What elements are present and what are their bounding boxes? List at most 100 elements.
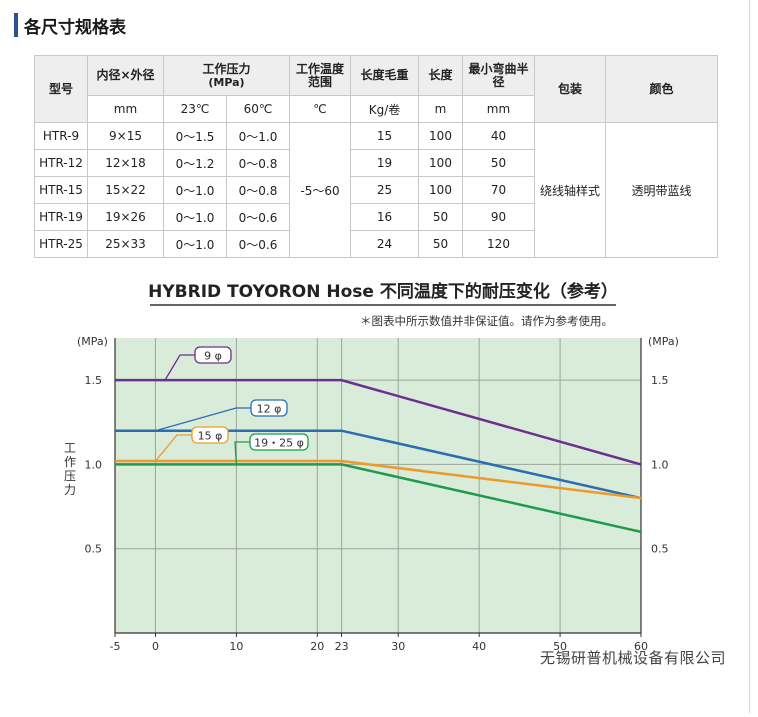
cell-length: 50	[418, 203, 463, 231]
cell-size: 15×22	[87, 176, 164, 204]
y-unit-left: (MPa)	[77, 335, 108, 348]
unit-p60: 60℃	[226, 95, 290, 123]
cell-bend: 90	[462, 203, 535, 231]
header-pressure: 工作压力 (MPa)	[163, 55, 290, 96]
cell-bend: 50	[462, 149, 535, 177]
y-axis-label-char: 压	[64, 469, 76, 483]
section-heading: 各尺寸规格表	[14, 12, 126, 38]
unit-temp: ℃	[289, 95, 351, 123]
y-tick-label-left: 1.0	[85, 458, 103, 471]
cell-size: 12×18	[87, 149, 164, 177]
cell-p23: 0～1.5	[163, 122, 227, 150]
series-callout-box	[250, 399, 288, 417]
x-tick-label: 10	[229, 640, 243, 653]
x-tick-label: 20	[310, 640, 324, 653]
cell-model: HTR-25	[34, 230, 88, 258]
unit-diameter: mm	[87, 95, 164, 123]
header-min-bend: 最小弯曲半径	[462, 55, 535, 96]
table-row: HTR-25 25×33 0～1.0 0～0.6 24 50 120	[34, 230, 718, 258]
cell-weight: 19	[350, 149, 419, 177]
cell-p60: 0～0.8	[226, 149, 290, 177]
series-line	[115, 463, 642, 534]
table-row: HTR-15 15×22 0～1.0 0～0.8 25 100 70	[34, 176, 718, 204]
cell-weight: 15	[350, 122, 419, 150]
x-tick-label: 23	[335, 640, 349, 653]
cell-p23: 0～1.0	[163, 230, 227, 258]
series-line	[115, 378, 642, 466]
unit-bend: mm	[462, 95, 535, 123]
x-tick-label: 50	[553, 640, 567, 653]
cell-length: 100	[418, 176, 463, 204]
cell-model: HTR-15	[34, 176, 88, 204]
cell-p23: 0～1.0	[163, 176, 227, 204]
header-length-weight: 长度毛重	[350, 55, 419, 96]
cell-bend: 70	[462, 176, 535, 204]
cell-size: 25×33	[87, 230, 164, 258]
unit-length: m	[418, 95, 463, 123]
y-tick-label-right: 0.5	[651, 543, 669, 556]
pressure-chart: HYBRID TOYORON Hose 不同温度下的耐压变化（参考） ＊图表中所…	[0, 270, 758, 713]
series-callout-leader	[155, 407, 251, 432]
y-tick-label-left: 1.5	[85, 374, 103, 387]
header-pressure-unit: (MPa)	[208, 75, 245, 89]
series-callout-box	[194, 346, 232, 364]
plot-area: -5 0 10 20 23 30 40 50 60 1.5 1.5 1.0 1.0 0.5 0.5 工作压力 9…	[64, 338, 669, 653]
y-axis-label-char: 作	[64, 455, 76, 469]
unit-p23: 23℃	[163, 95, 227, 123]
header-model: 型号	[34, 55, 88, 123]
series-label: 15 φ	[198, 430, 223, 443]
header-diameter: 内径×外径	[87, 55, 164, 96]
series-label: 19・25 φ	[254, 437, 304, 450]
series-label: 9 φ	[204, 350, 222, 363]
plot-background	[115, 338, 641, 633]
heading-accent-bar	[14, 13, 18, 37]
header-temp-range-label: 工作温度范围	[295, 61, 344, 89]
spec-table: 型号 内径×外径 工作压力 (MPa) 工作温度范围 长度毛重 长度 最小弯曲半…	[34, 55, 718, 258]
header-package: 包装	[534, 55, 606, 123]
series-label: 12 φ	[257, 403, 282, 416]
x-tick-label: -5	[110, 640, 121, 653]
header-pressure-label: 工作压力	[202, 61, 251, 76]
cell-weight: 24	[350, 230, 419, 258]
cell-p60: 0～0.6	[226, 230, 290, 258]
cell-p23: 0～1.2	[163, 149, 227, 177]
unit-weight: Kg/卷	[350, 95, 419, 123]
cell-length: 50	[418, 230, 463, 258]
cell-temp-range: -5～60	[289, 122, 351, 258]
cell-length: 100	[418, 122, 463, 150]
y-axis-label-char: 工	[64, 441, 76, 455]
table-row: HTR-9 9×15 0～1.5 0～1.0 -5～60 15 100 40 绕…	[34, 122, 718, 258]
frame-border	[749, 0, 750, 713]
x-tick-label: 30	[391, 640, 405, 653]
y-unit-right: (MPa)	[648, 335, 679, 348]
cell-bend: 120	[462, 230, 535, 258]
y-tick-label-right: 1.5	[651, 374, 669, 387]
series-line	[115, 459, 642, 500]
cell-size: 9×15	[87, 122, 164, 150]
header-temp-range: 工作温度范围	[289, 55, 351, 96]
y-tick-label-left: 0.5	[85, 543, 103, 556]
cell-color: 透明带蓝线	[605, 122, 718, 258]
cell-weight: 25	[350, 176, 419, 204]
cell-p23: 0～1.0	[163, 203, 227, 231]
chart-title: HYBRID TOYORON Hose 不同温度下的耐压变化（参考）	[148, 281, 618, 302]
section-title: 各尺寸规格表	[24, 17, 126, 38]
series-line	[115, 429, 642, 500]
cell-model: HTR-19	[34, 203, 88, 231]
cell-size: 19×26	[87, 203, 164, 231]
table-row: HTR-12 12×18 0～1.2 0～0.8 19 100 50	[34, 149, 718, 177]
header-color: 颜色	[605, 55, 718, 123]
company-watermark: 无锡研普机械设备有限公司	[540, 649, 727, 667]
series-callout-leader	[154, 434, 192, 462]
cell-p60: 0～0.8	[226, 176, 290, 204]
x-tick-label: 0	[152, 640, 159, 653]
x-tick-label: 60	[634, 640, 648, 653]
series-callout-box	[191, 426, 229, 444]
pressure-chart-svg: HYBRID TOYORON Hose 不同温度下的耐压变化（参考） ＊图表中所…	[64, 281, 679, 653]
header-length: 长度	[418, 55, 463, 96]
header-min-bend-label: 最小弯曲半径	[468, 61, 529, 89]
series-callout-leader	[164, 354, 195, 381]
cell-weight: 16	[350, 203, 419, 231]
cell-bend: 40	[462, 122, 535, 150]
y-tick-label-right: 1.0	[651, 458, 669, 471]
